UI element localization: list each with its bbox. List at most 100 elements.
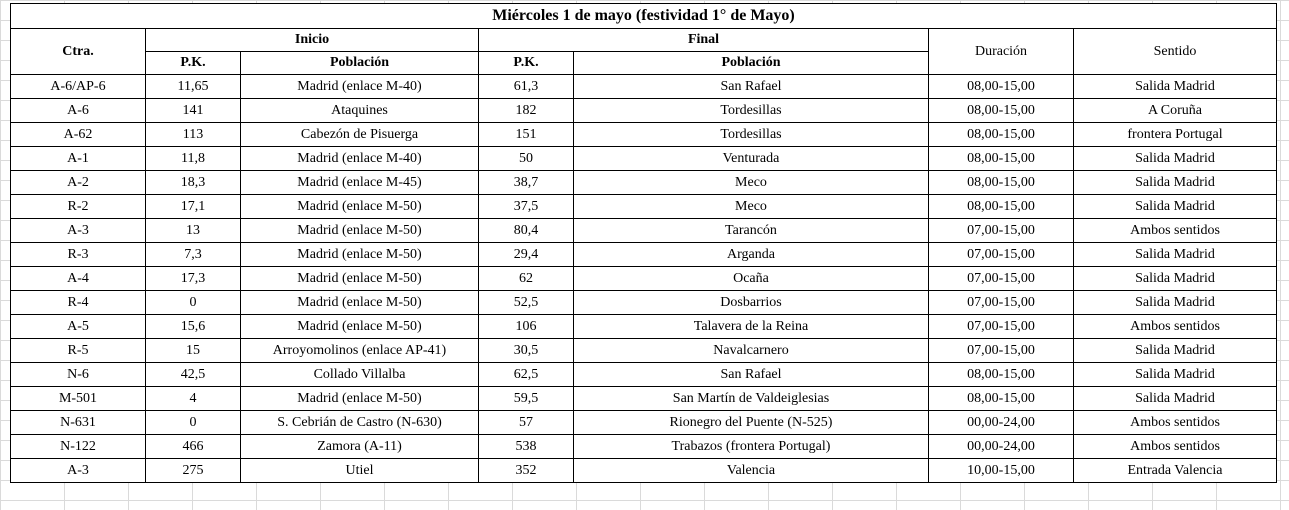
cell-poblacion-final[interactable]: Ocaña [573, 266, 929, 291]
cell-duracion[interactable]: 07,00-15,00 [928, 266, 1074, 291]
cell-pk-inicio[interactable]: 11,65 [145, 74, 241, 99]
cell-duracion[interactable]: 10,00-15,00 [928, 458, 1074, 483]
cell-duracion[interactable]: 07,00-15,00 [928, 314, 1074, 339]
cell-poblacion-inicio[interactable]: Zamora (A-11) [240, 434, 479, 459]
cell-sentido[interactable]: Salida Madrid [1073, 386, 1277, 411]
cell-ctra[interactable]: A-62 [10, 122, 146, 147]
cell-pk-final[interactable]: 50 [478, 146, 574, 171]
cell-ctra[interactable]: A-3 [10, 458, 146, 483]
cell-poblacion-inicio[interactable]: Madrid (enlace M-50) [240, 386, 479, 411]
cell-sentido[interactable]: Salida Madrid [1073, 362, 1277, 387]
cell-pk-inicio[interactable]: 113 [145, 122, 241, 147]
cell-duracion[interactable]: 07,00-15,00 [928, 242, 1074, 267]
cell-poblacion-final[interactable]: Talavera de la Reina [573, 314, 929, 339]
cell-pk-inicio[interactable]: 13 [145, 218, 241, 243]
cell-poblacion-inicio[interactable]: Madrid (enlace M-50) [240, 194, 479, 219]
cell-sentido[interactable]: A Coruña [1073, 98, 1277, 123]
cell-sentido[interactable]: Entrada Valencia [1073, 458, 1277, 483]
cell-duracion[interactable]: 08,00-15,00 [928, 146, 1074, 171]
cell-poblacion-inicio[interactable]: Madrid (enlace M-50) [240, 242, 479, 267]
cell-poblacion-final[interactable]: San Rafael [573, 74, 929, 99]
cell-sentido[interactable]: Ambos sentidos [1073, 410, 1277, 435]
cell-poblacion-inicio[interactable]: Cabezón de Pisuerga [240, 122, 479, 147]
cell-ctra[interactable]: R-5 [10, 338, 146, 363]
cell-duracion[interactable]: 00,00-24,00 [928, 434, 1074, 459]
cell-poblacion-final[interactable]: Rionegro del Puente (N-525) [573, 410, 929, 435]
cell-sentido[interactable]: frontera Portugal [1073, 122, 1277, 147]
cell-pk-inicio[interactable]: 141 [145, 98, 241, 123]
cell-poblacion-final[interactable]: Tordesillas [573, 122, 929, 147]
cell-sentido[interactable]: Salida Madrid [1073, 242, 1277, 267]
cell-sentido[interactable]: Salida Madrid [1073, 146, 1277, 171]
cell-ctra[interactable]: R-3 [10, 242, 146, 267]
cell-sentido[interactable]: Ambos sentidos [1073, 434, 1277, 459]
cell-ctra[interactable]: A-6/AP-6 [10, 74, 146, 99]
cell-pk-final[interactable]: 352 [478, 458, 574, 483]
cell-poblacion-final[interactable]: Navalcarnero [573, 338, 929, 363]
cell-pk-inicio[interactable]: 11,8 [145, 146, 241, 171]
cell-sentido[interactable]: Salida Madrid [1073, 290, 1277, 315]
cell-ctra[interactable]: N-122 [10, 434, 146, 459]
cell-ctra[interactable]: A-2 [10, 170, 146, 195]
cell-sentido[interactable]: Ambos sentidos [1073, 314, 1277, 339]
cell-pk-inicio[interactable]: 7,3 [145, 242, 241, 267]
cell-duracion[interactable]: 08,00-15,00 [928, 362, 1074, 387]
cell-duracion[interactable]: 08,00-15,00 [928, 386, 1074, 411]
cell-duracion[interactable]: 00,00-24,00 [928, 410, 1074, 435]
cell-pk-final[interactable]: 106 [478, 314, 574, 339]
cell-poblacion-inicio[interactable]: Ataquines [240, 98, 479, 123]
cell-poblacion-inicio[interactable]: Madrid (enlace M-50) [240, 218, 479, 243]
cell-pk-final[interactable]: 151 [478, 122, 574, 147]
cell-poblacion-inicio[interactable]: Collado Villalba [240, 362, 479, 387]
cell-poblacion-final[interactable]: Meco [573, 194, 929, 219]
cell-ctra[interactable]: R-2 [10, 194, 146, 219]
cell-pk-inicio[interactable]: 18,3 [145, 170, 241, 195]
cell-pk-final[interactable]: 57 [478, 410, 574, 435]
cell-ctra[interactable]: A-4 [10, 266, 146, 291]
cell-ctra[interactable]: A-6 [10, 98, 146, 123]
cell-duracion[interactable]: 07,00-15,00 [928, 338, 1074, 363]
cell-poblacion-inicio[interactable]: Utiel [240, 458, 479, 483]
cell-pk-inicio[interactable]: 15 [145, 338, 241, 363]
cell-poblacion-final[interactable]: Venturada [573, 146, 929, 171]
cell-pk-final[interactable]: 538 [478, 434, 574, 459]
cell-poblacion-inicio[interactable]: S. Cebrián de Castro (N-630) [240, 410, 479, 435]
cell-duracion[interactable]: 08,00-15,00 [928, 122, 1074, 147]
cell-pk-inicio[interactable]: 275 [145, 458, 241, 483]
cell-pk-inicio[interactable]: 17,1 [145, 194, 241, 219]
cell-poblacion-inicio[interactable]: Madrid (enlace M-40) [240, 146, 479, 171]
cell-ctra[interactable]: A-3 [10, 218, 146, 243]
cell-ctra[interactable]: N-6 [10, 362, 146, 387]
cell-pk-final[interactable]: 182 [478, 98, 574, 123]
cell-poblacion-inicio[interactable]: Madrid (enlace M-40) [240, 74, 479, 99]
cell-pk-final[interactable]: 37,5 [478, 194, 574, 219]
cell-poblacion-inicio[interactable]: Arroyomolinos (enlace AP-41) [240, 338, 479, 363]
cell-pk-final[interactable]: 80,4 [478, 218, 574, 243]
cell-duracion[interactable]: 07,00-15,00 [928, 290, 1074, 315]
cell-poblacion-final[interactable]: Trabazos (frontera Portugal) [573, 434, 929, 459]
cell-pk-inicio[interactable]: 4 [145, 386, 241, 411]
cell-sentido[interactable]: Salida Madrid [1073, 194, 1277, 219]
cell-poblacion-final[interactable]: Tarancón [573, 218, 929, 243]
cell-duracion[interactable]: 08,00-15,00 [928, 98, 1074, 123]
cell-poblacion-final[interactable]: Dosbarrios [573, 290, 929, 315]
cell-pk-inicio[interactable]: 42,5 [145, 362, 241, 387]
cell-poblacion-final[interactable]: San Martín de Valdeiglesias [573, 386, 929, 411]
cell-pk-final[interactable]: 62 [478, 266, 574, 291]
cell-sentido[interactable]: Salida Madrid [1073, 266, 1277, 291]
cell-pk-final[interactable]: 62,5 [478, 362, 574, 387]
cell-ctra[interactable]: A-5 [10, 314, 146, 339]
cell-poblacion-final[interactable]: Arganda [573, 242, 929, 267]
cell-pk-final[interactable]: 59,5 [478, 386, 574, 411]
cell-pk-inicio[interactable]: 466 [145, 434, 241, 459]
cell-sentido[interactable]: Salida Madrid [1073, 74, 1277, 99]
cell-pk-inicio[interactable]: 17,3 [145, 266, 241, 291]
cell-poblacion-final[interactable]: Meco [573, 170, 929, 195]
cell-pk-final[interactable]: 38,7 [478, 170, 574, 195]
cell-poblacion-final[interactable]: Tordesillas [573, 98, 929, 123]
cell-duracion[interactable]: 08,00-15,00 [928, 170, 1074, 195]
cell-pk-inicio[interactable]: 0 [145, 410, 241, 435]
cell-poblacion-final[interactable]: San Rafael [573, 362, 929, 387]
cell-duracion[interactable]: 07,00-15,00 [928, 218, 1074, 243]
cell-pk-inicio[interactable]: 15,6 [145, 314, 241, 339]
